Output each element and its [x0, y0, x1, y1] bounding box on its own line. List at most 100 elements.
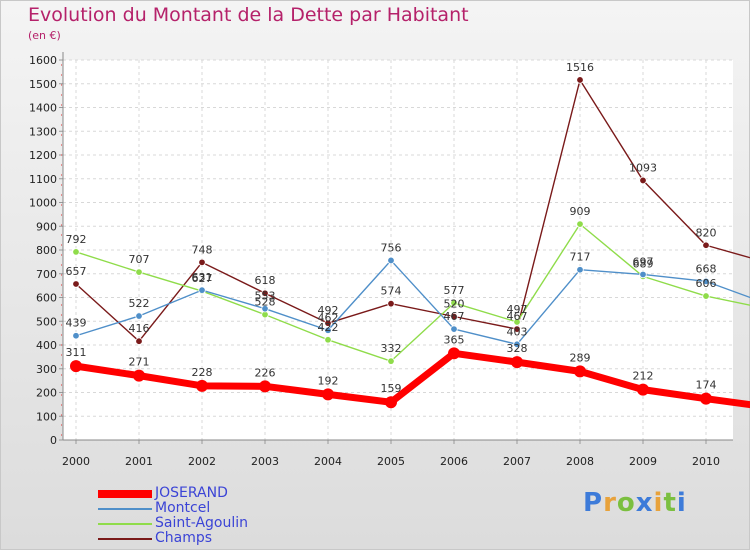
- y-tick-label: 700: [36, 268, 57, 281]
- logo-letter: x: [635, 488, 654, 518]
- data-label-montcel: 522: [129, 297, 150, 310]
- data-point-champs: [639, 176, 647, 185]
- legend-label: Montcel: [155, 500, 211, 516]
- data-point-champs: [135, 337, 143, 345]
- x-tick-label: 2008: [566, 455, 594, 468]
- data-label-montcel: 717: [570, 251, 591, 264]
- data-label-saint-agoulin: 606: [696, 277, 717, 290]
- data-point-champs: [702, 241, 710, 249]
- data-label-montcel: 756: [381, 241, 402, 254]
- legend-swatch: [98, 522, 152, 525]
- data-point-saint-agoulin: [72, 248, 80, 256]
- legend-swatch: [98, 489, 152, 498]
- data-point-champs: [72, 280, 80, 288]
- y-tick-label: 400: [36, 339, 57, 352]
- data-point-joserand: [700, 392, 712, 405]
- data-point-saint-agoulin: [450, 299, 458, 307]
- data-point-joserand: [133, 369, 145, 382]
- proxiti-logo: Proxiti: [583, 488, 687, 518]
- data-label-joserand: 271: [129, 356, 150, 369]
- chart-title: Evolution du Montant de la Dette par Hab…: [28, 4, 469, 26]
- y-tick-label: 1500: [29, 78, 57, 91]
- data-label-saint-agoulin: 422: [318, 321, 339, 334]
- chart-subtitle: (en €): [28, 29, 61, 42]
- data-label-champs: 657: [66, 265, 87, 278]
- data-point-champs: [324, 319, 332, 327]
- data-label-saint-agoulin: 909: [570, 205, 591, 218]
- logo-letter: i: [676, 488, 687, 518]
- data-point-saint-agoulin: [135, 268, 143, 276]
- data-point-champs: [261, 289, 269, 297]
- data-label-montcel: 668: [696, 262, 717, 275]
- data-point-montcel: [135, 312, 143, 320]
- data-point-joserand: [385, 396, 397, 409]
- y-tick-label: 200: [36, 387, 57, 400]
- data-point-joserand: [511, 356, 523, 369]
- x-tick-label: 2006: [440, 455, 468, 468]
- data-label-saint-agoulin: 707: [129, 253, 150, 266]
- logo-letter: o: [616, 488, 636, 518]
- data-point-joserand: [322, 388, 334, 401]
- x-tick-label: 2009: [629, 455, 657, 468]
- data-label-joserand: 159: [381, 382, 402, 395]
- x-tick-label: 2005: [377, 455, 405, 468]
- data-label-champs: 748: [192, 243, 213, 256]
- y-tick-label: 500: [36, 315, 57, 328]
- data-label-joserand: 228: [192, 366, 213, 379]
- data-label-saint-agoulin: 497: [507, 303, 528, 316]
- legend-swatch: [98, 537, 152, 540]
- data-point-saint-agoulin: [324, 336, 332, 344]
- y-tick-label: 100: [36, 410, 57, 423]
- legend-label: Saint-Agoulin: [155, 515, 249, 531]
- data-point-montcel: [702, 277, 710, 286]
- data-point-montcel: [72, 332, 80, 340]
- data-point-champs: [576, 76, 584, 84]
- y-tick-label: 1200: [29, 149, 57, 162]
- data-point-saint-agoulin: [576, 220, 584, 228]
- data-label-montcel: 697: [633, 255, 654, 268]
- data-point-montcel: [576, 266, 584, 274]
- data-label-champs: 1516: [566, 61, 594, 74]
- data-label-champs: 467: [507, 310, 528, 323]
- x-tick-label: 2001: [125, 455, 153, 468]
- data-label-joserand: 328: [507, 342, 528, 355]
- data-label-joserand: 289: [570, 351, 591, 364]
- data-label-joserand: 174: [696, 379, 717, 392]
- x-tick-label: 2000: [62, 455, 90, 468]
- data-label-joserand: 192: [318, 374, 339, 387]
- data-label-champs: 416: [129, 322, 150, 335]
- data-label-montcel: 553: [255, 290, 276, 303]
- data-label-saint-agoulin: 792: [66, 233, 87, 246]
- data-label-saint-agoulin: 332: [381, 342, 402, 355]
- data-label-saint-agoulin: 689: [633, 257, 654, 270]
- data-point-montcel: [513, 340, 521, 348]
- y-tick-label: 1000: [29, 197, 57, 210]
- data-point-joserand: [196, 379, 208, 392]
- data-point-saint-agoulin: [702, 292, 710, 300]
- data-point-joserand: [574, 365, 586, 378]
- data-label-montcel: 631: [192, 271, 213, 284]
- data-label-champs: 1093: [629, 161, 657, 174]
- data-point-joserand: [259, 380, 271, 393]
- y-tick-label: 1600: [29, 54, 57, 67]
- data-label-champs: 574: [381, 285, 402, 298]
- data-label-montcel: 439: [66, 317, 87, 330]
- data-point-montcel: [198, 286, 206, 294]
- logo-letter: P: [583, 488, 604, 518]
- data-point-montcel: [324, 326, 332, 334]
- data-label-montcel: 462: [318, 311, 339, 324]
- data-point-montcel: [387, 256, 395, 265]
- data-point-joserand: [637, 383, 649, 396]
- data-label-saint-agoulin: 528: [255, 296, 276, 309]
- x-tick-label: 2010: [692, 455, 720, 468]
- legend-label: Champs: [155, 530, 213, 546]
- x-tick-label: 2003: [251, 455, 279, 468]
- data-label-champs: 820: [696, 226, 717, 239]
- y-tick-label: 1300: [29, 125, 57, 138]
- y-tick-label: 1100: [29, 173, 57, 186]
- data-point-montcel: [261, 304, 269, 313]
- data-label-saint-agoulin: 577: [444, 284, 465, 297]
- data-label-champs: 618: [255, 274, 276, 287]
- data-label-joserand: 226: [255, 366, 276, 379]
